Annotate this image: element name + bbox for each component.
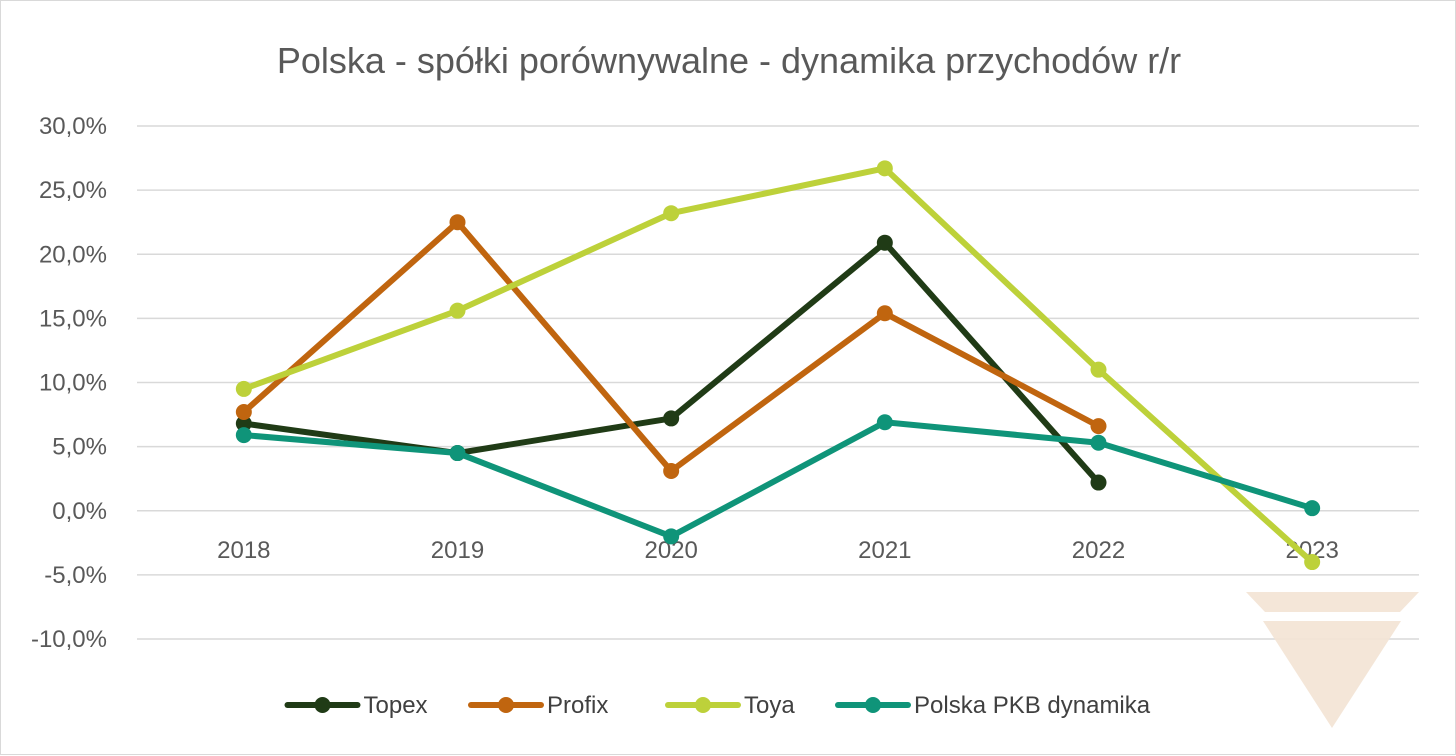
data-point: [663, 528, 680, 545]
data-point: [1090, 418, 1107, 435]
logo-watermark: [1246, 592, 1419, 728]
data-point: [663, 205, 680, 222]
legend: Topex Profix Toya Polska PKB dynamika: [284, 692, 1151, 719]
legend-marker: [498, 697, 514, 713]
data-point: [876, 160, 893, 177]
data-point: [1090, 434, 1107, 451]
series-line: [240, 219, 1102, 474]
data-point: [235, 403, 252, 420]
legend-item: Toya: [665, 692, 795, 719]
data-point: [876, 234, 893, 251]
data-point: [1304, 554, 1321, 571]
y-tick-label: 5,0%: [52, 434, 107, 461]
series-2: [235, 160, 1321, 571]
y-tick-label: -5,0%: [44, 562, 107, 589]
series-line: [240, 165, 1316, 566]
legend-label: Topex: [364, 692, 428, 719]
data-point: [235, 415, 252, 432]
legend-item: Profix: [468, 692, 608, 719]
legend-marker: [314, 697, 331, 713]
series-line: [240, 419, 1316, 540]
data-point: [876, 305, 893, 322]
data-point: [876, 414, 893, 431]
data-point: [449, 302, 466, 319]
chart-title: Polska - spółki porównywalne - dynamika …: [277, 40, 1181, 81]
data-point: [1090, 361, 1107, 378]
legend-marker: [695, 697, 711, 713]
x-tick-label: 2019: [431, 537, 484, 564]
legend-marker: [865, 697, 881, 713]
y-tick-label: -10,0%: [31, 626, 107, 653]
x-tick-label: 2022: [1072, 537, 1125, 564]
x-axis-ticks: 2018 2019 2020 2021 2022 2023: [217, 537, 1339, 564]
legend-item: Topex: [284, 692, 428, 719]
y-axis-ticks: 30,0% 25,0% 20,0% 15,0% 10,0% 5,0% 0,0% -5,0% -1…: [31, 113, 107, 653]
data-point: [235, 380, 252, 397]
legend-item: Polska PKB dynamika: [835, 692, 1151, 719]
data-point: [663, 462, 680, 479]
y-tick-label: 20,0%: [39, 241, 107, 268]
data-point: [1304, 500, 1321, 517]
series-lines: [235, 160, 1321, 571]
legend-label: Polska PKB dynamika: [914, 692, 1151, 719]
gridlines: [137, 125, 1419, 640]
legend-label: Toya: [744, 692, 795, 719]
y-tick-label: 0,0%: [52, 498, 107, 525]
x-tick-label: 2018: [217, 537, 270, 564]
series-3: [235, 414, 1321, 545]
x-tick-label: 2021: [858, 537, 911, 564]
data-point: [235, 427, 252, 444]
data-point: [1090, 474, 1107, 491]
y-tick-label: 15,0%: [39, 305, 107, 332]
legend-label: Profix: [547, 692, 608, 719]
y-tick-label: 30,0%: [39, 113, 107, 140]
data-point: [449, 214, 466, 231]
data-point: [449, 445, 466, 462]
y-tick-label: 25,0%: [39, 177, 107, 204]
y-tick-label: 10,0%: [39, 370, 107, 397]
data-point: [663, 410, 680, 427]
series-1: [235, 214, 1107, 479]
